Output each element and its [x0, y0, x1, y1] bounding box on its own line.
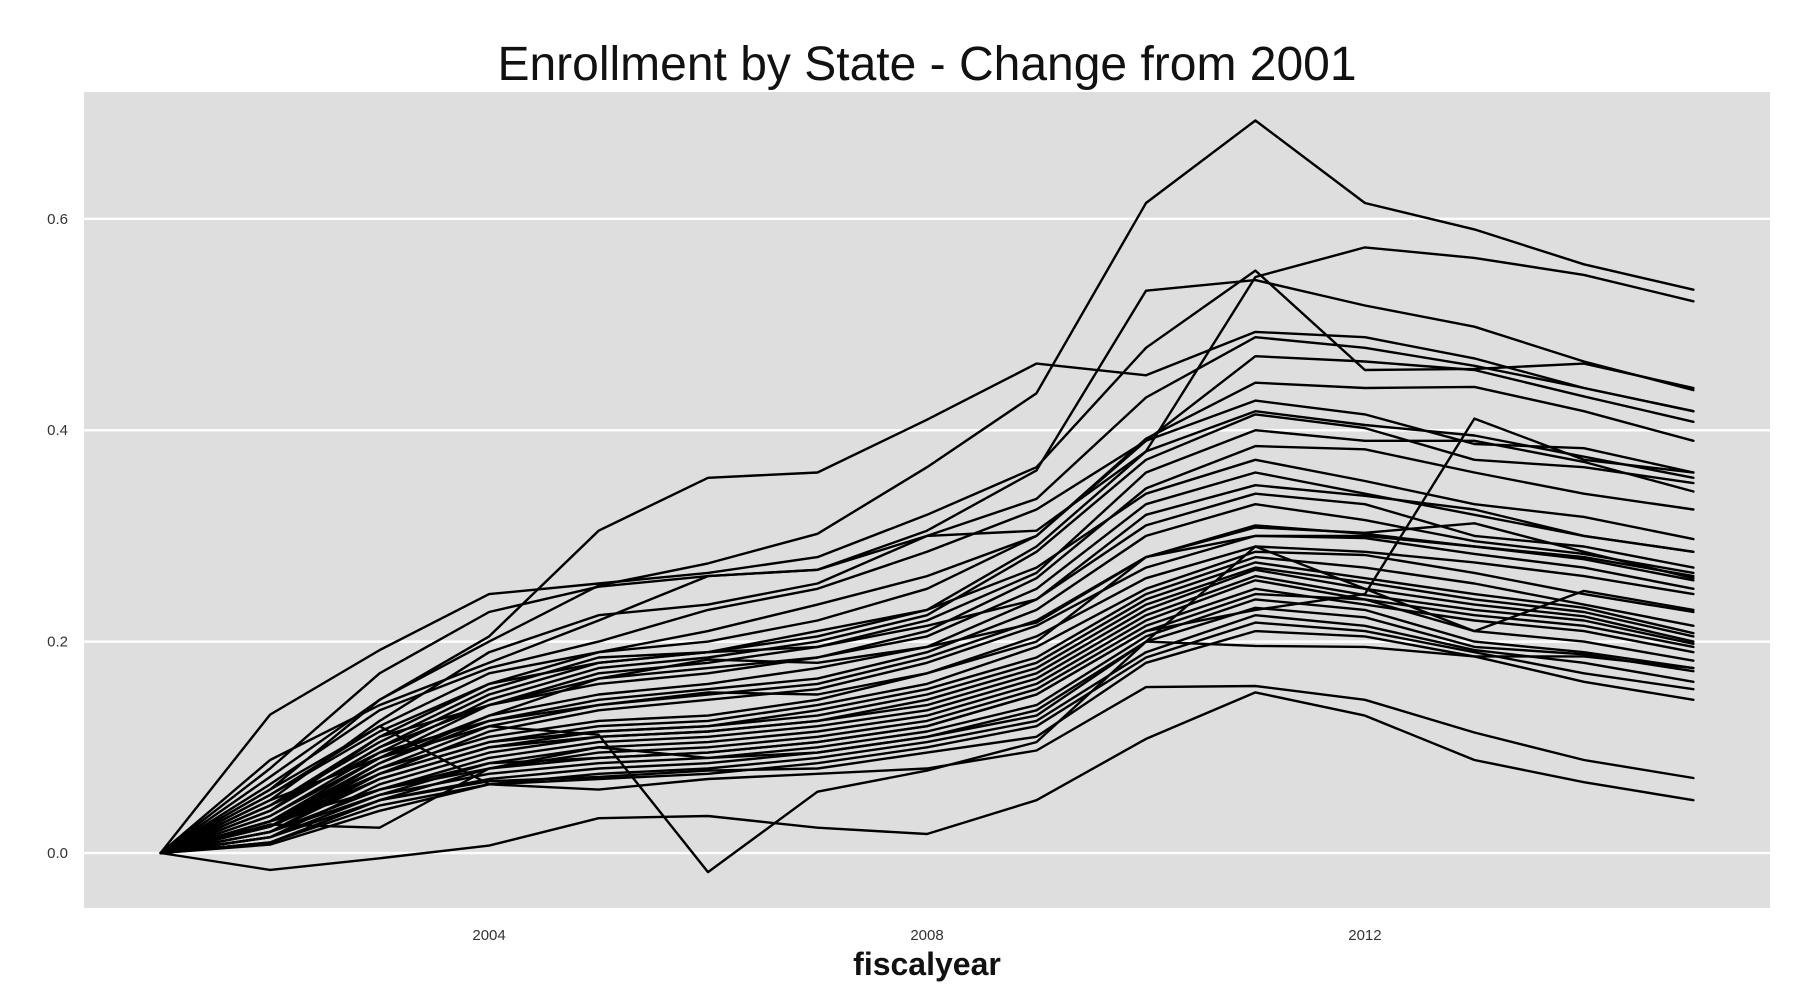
- series-line: [159, 598, 1695, 855]
- x-axis-label: fiscalyear: [853, 946, 1001, 982]
- x-axis-ticks: 2004 2008 2012: [472, 927, 1381, 944]
- x-tick-label: 2012: [1348, 927, 1381, 944]
- y-tick-label: 0.4: [47, 422, 68, 439]
- gridlines: [84, 217, 1770, 855]
- series-line: [159, 399, 1695, 855]
- series-line: [159, 534, 1695, 855]
- chart-title: Enrollment by State - Change from 2001: [497, 38, 1356, 91]
- series-line: [159, 640, 1695, 855]
- series-line: [159, 484, 1695, 855]
- y-axis-ticks: 0.0 0.2 0.4 0.6: [47, 211, 68, 862]
- series-line: [159, 684, 1695, 855]
- series-line: [159, 621, 1695, 855]
- series-line: [159, 568, 1695, 855]
- series-line: [159, 355, 1695, 855]
- series-line: [159, 471, 1695, 855]
- series-line: [159, 522, 1695, 855]
- series-line: [159, 545, 1695, 874]
- series-line: [159, 330, 1695, 855]
- series-line: [159, 413, 1695, 855]
- series-line: [159, 119, 1695, 855]
- series-line: [159, 579, 1695, 855]
- series-line: [159, 381, 1695, 855]
- series-line: [159, 614, 1695, 855]
- series-line: [159, 417, 1695, 855]
- series-line: [159, 574, 1695, 855]
- y-tick-label: 0.2: [47, 634, 68, 651]
- series-line: [159, 587, 1695, 855]
- series-line: [159, 458, 1695, 855]
- series-line: [159, 503, 1695, 855]
- x-tick-label: 2004: [472, 927, 505, 944]
- y-tick-label: 0.0: [47, 845, 68, 862]
- y-tick-label: 0.6: [47, 211, 68, 228]
- series-line: [159, 429, 1695, 855]
- series-line: [159, 336, 1695, 855]
- series-lines: [159, 119, 1695, 874]
- series-line: [159, 691, 1695, 872]
- series-line: [159, 278, 1695, 855]
- series-line: [159, 566, 1695, 855]
- x-tick-label: 2008: [910, 927, 943, 944]
- series-line: [159, 534, 1695, 855]
- series-line: [159, 269, 1695, 855]
- series-line: [159, 629, 1695, 855]
- series-line: [159, 561, 1695, 855]
